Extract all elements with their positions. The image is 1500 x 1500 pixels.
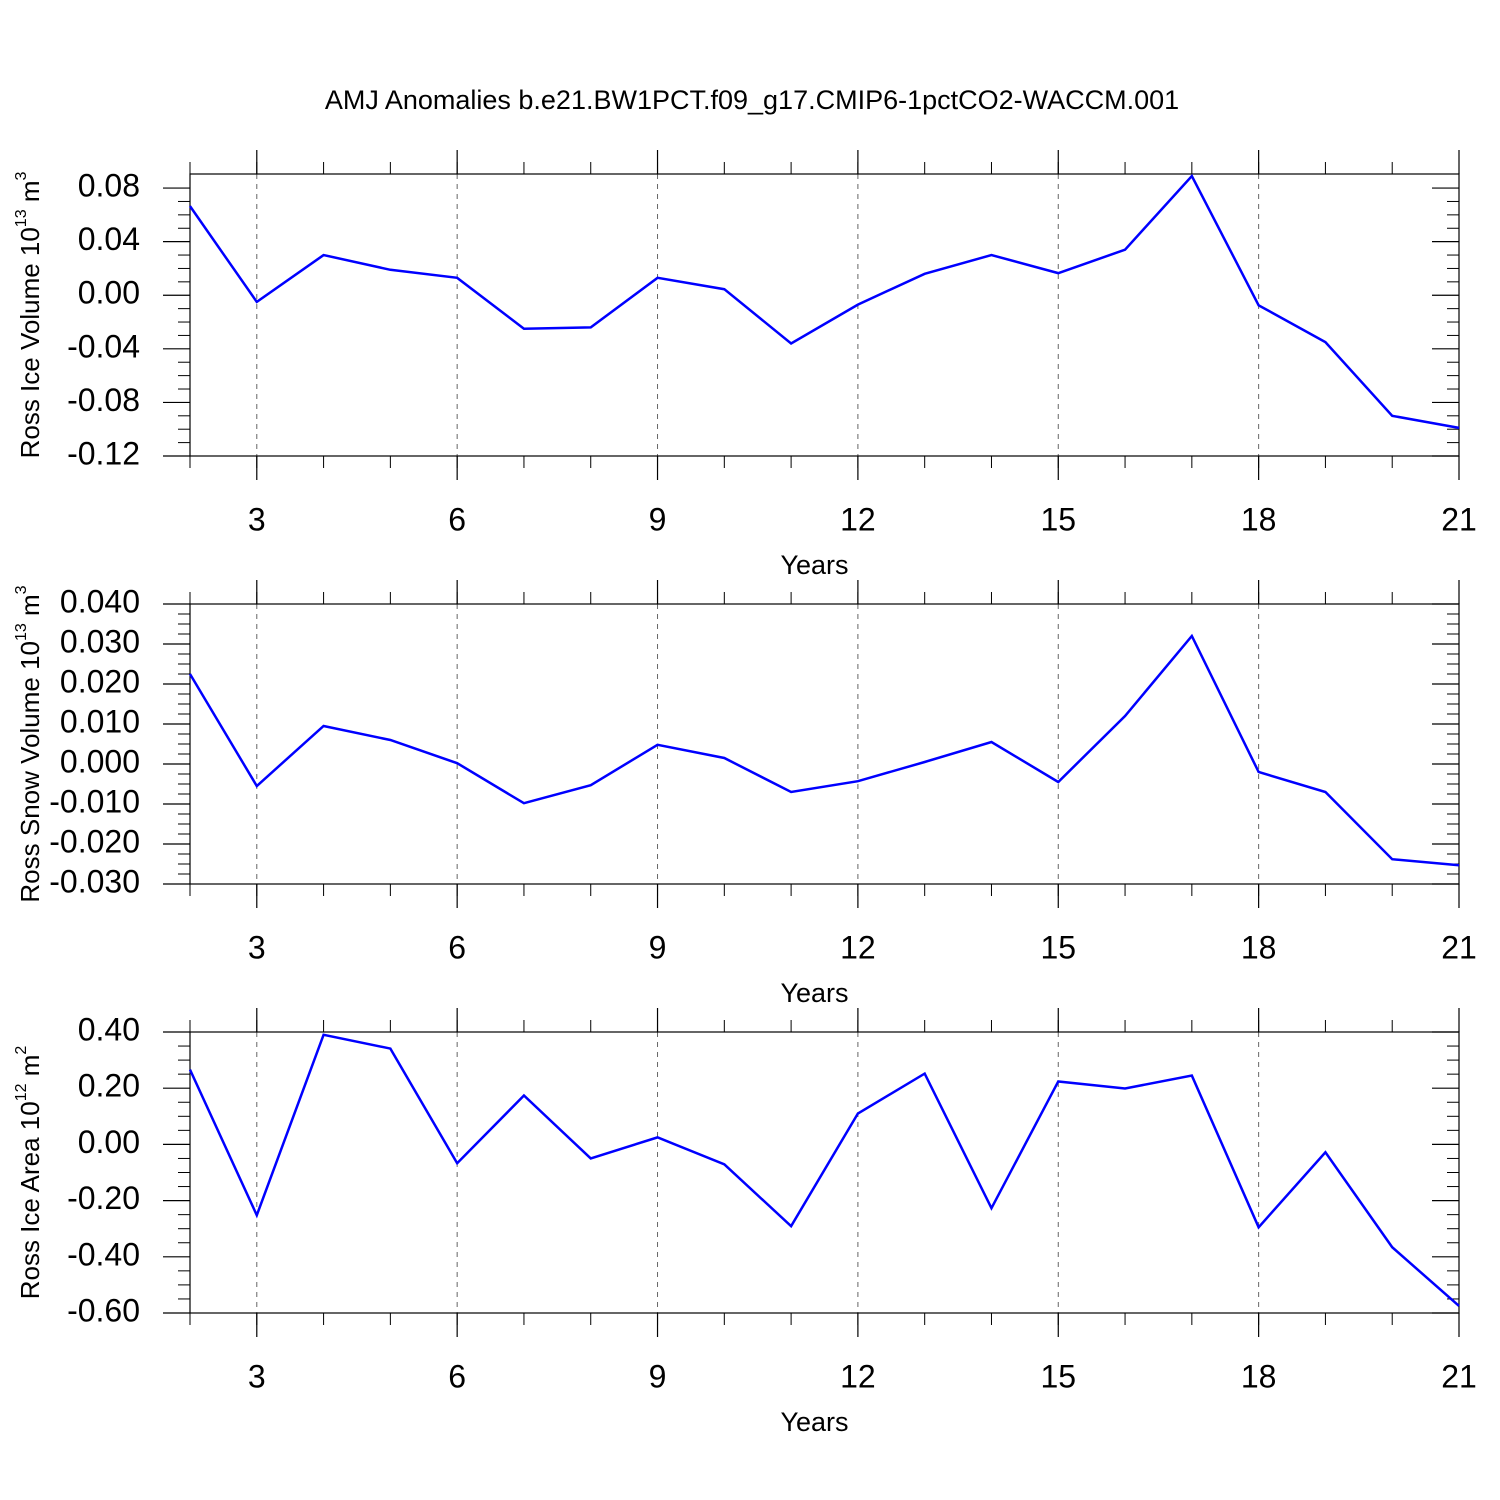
- x-tick-label: 12: [840, 1358, 876, 1394]
- x-tick-label: 6: [448, 929, 466, 965]
- y-tick-label: -0.08: [67, 382, 140, 418]
- x-tick-label: 9: [649, 929, 667, 965]
- y-tick-label: 0.040: [60, 583, 140, 619]
- x-tick-label: 15: [1040, 1358, 1076, 1394]
- x-axis-label: Years: [780, 978, 848, 1008]
- y-tick-label: 0.20: [78, 1068, 140, 1104]
- x-tick-label: 9: [649, 1358, 667, 1394]
- y-tick-label: -0.20: [67, 1180, 140, 1216]
- y-tick-label: 0.00: [78, 1124, 140, 1160]
- y-tick-label: -0.010: [49, 783, 140, 819]
- panel: 3 6 9 12 15 18 21 0.040 0.030 0.020 0.010 0.000 -0.0…: [13, 580, 1477, 1008]
- y-axis-label: Ross Snow Volume 1013 m3: [13, 585, 45, 902]
- y-tick-label: 0.000: [60, 743, 140, 779]
- y-axis-label-part: Ross Snow Volume 10: [15, 641, 45, 903]
- x-tick-label: 21: [1441, 1358, 1477, 1394]
- data-line: [188, 1033, 1460, 1307]
- y-tick-label: -0.020: [49, 823, 140, 859]
- x-tick-label: 12: [840, 929, 876, 965]
- y-axis-label-part: Ross Ice Volume 10: [15, 227, 45, 458]
- plot-frame: [189, 1031, 1460, 1314]
- panel: 3 6 9 12 15 18 21 0.08 0.04 0.00 -0.04 -0.08 -0.12 Ye…: [13, 150, 1477, 580]
- y-axis-label-exponent: 2: [13, 1046, 30, 1055]
- x-tick-label: 3: [248, 1358, 266, 1394]
- panel: 3 6 9 12 15 18 21 0.40 0.20 0.00 -0.20 -0.40 -0.60 Ye…: [13, 1008, 1477, 1437]
- x-tick-label: 6: [448, 1358, 466, 1394]
- y-tick-label: -0.40: [67, 1236, 140, 1272]
- x-tick-label: 15: [1040, 501, 1076, 537]
- x-tick-label: 15: [1040, 929, 1076, 965]
- y-tick-label: 0.010: [60, 703, 140, 739]
- plot-frame: [189, 603, 1460, 885]
- x-tick-label: 18: [1241, 929, 1277, 965]
- y-tick-label: -0.030: [49, 863, 140, 899]
- data-line: [188, 633, 1460, 867]
- y-tick-label: 0.00: [78, 275, 140, 311]
- x-tick-label: 9: [649, 501, 667, 537]
- y-axis-label: Ross Ice Volume 1013 m3: [13, 171, 45, 458]
- x-tick-label: 21: [1441, 501, 1477, 537]
- x-tick-label: 18: [1241, 1358, 1277, 1394]
- y-axis-label-part: m: [15, 1055, 45, 1084]
- y-axis-label-exponent: 3: [13, 585, 30, 594]
- y-axis-label-exponent: 3: [13, 171, 30, 180]
- x-tick-label: 18: [1241, 501, 1277, 537]
- y-axis-label-exponent: 13: [13, 623, 30, 641]
- figure-title: AMJ Anomalies b.e21.BW1PCT.f09_g17.CMIP6…: [325, 85, 1179, 115]
- x-axis-label: Years: [780, 550, 848, 580]
- y-tick-label: -0.60: [67, 1292, 140, 1328]
- x-tick-label: 3: [248, 501, 266, 537]
- y-tick-label: -0.12: [67, 435, 140, 471]
- plot-frame: [189, 173, 1460, 457]
- y-tick-label: 0.020: [60, 663, 140, 699]
- x-tick-label: 6: [448, 501, 466, 537]
- data-line: [188, 173, 1460, 430]
- y-axis-label-part: Ross Ice Area 10: [15, 1101, 45, 1299]
- y-tick-label: 0.030: [60, 623, 140, 659]
- x-tick-label: 21: [1441, 929, 1477, 965]
- y-tick-label: 0.04: [78, 221, 140, 257]
- y-axis-label: Ross Ice Area 1012 m2: [13, 1046, 45, 1300]
- x-axis-label: Years: [780, 1407, 848, 1437]
- x-tick-label: 12: [840, 501, 876, 537]
- y-axis-label-part: m: [15, 594, 45, 623]
- y-axis-label-exponent: 13: [13, 209, 30, 227]
- x-tick-label: 3: [248, 929, 266, 965]
- y-tick-label: -0.04: [67, 328, 140, 364]
- y-axis-label-part: m: [15, 180, 45, 209]
- y-tick-label: 0.40: [78, 1011, 140, 1047]
- y-tick-label: 0.08: [78, 168, 140, 204]
- y-axis-label-exponent: 12: [13, 1083, 30, 1101]
